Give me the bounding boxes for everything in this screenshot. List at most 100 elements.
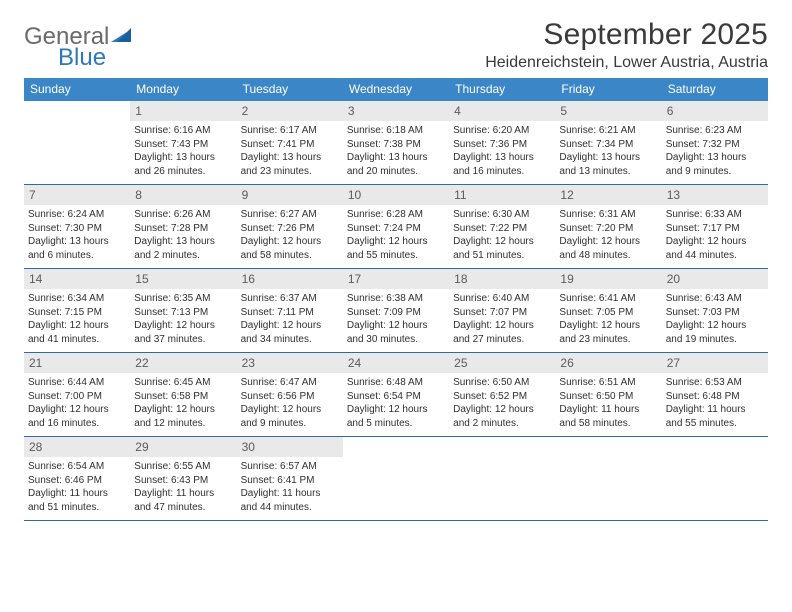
- day-info: Sunrise: 6:18 AMSunset: 7:38 PMDaylight:…: [347, 124, 445, 178]
- sunrise-text: Sunrise: 6:17 AM: [241, 124, 339, 138]
- daylight-text: Daylight: 13 hours and 2 minutes.: [134, 235, 232, 262]
- day-number: 27: [662, 353, 768, 373]
- sunrise-text: Sunrise: 6:28 AM: [347, 208, 445, 222]
- sunrise-text: Sunrise: 6:16 AM: [134, 124, 232, 138]
- sunrise-text: Sunrise: 6:53 AM: [666, 376, 764, 390]
- daylight-text: Daylight: 11 hours and 47 minutes.: [134, 487, 232, 514]
- day-info: Sunrise: 6:26 AMSunset: 7:28 PMDaylight:…: [134, 208, 232, 262]
- day-cell: 26Sunrise: 6:51 AMSunset: 6:50 PMDayligh…: [555, 353, 661, 436]
- sunset-text: Sunset: 7:13 PM: [134, 306, 232, 320]
- day-info: Sunrise: 6:33 AMSunset: 7:17 PMDaylight:…: [666, 208, 764, 262]
- sunset-text: Sunset: 7:28 PM: [134, 222, 232, 236]
- day-info: Sunrise: 6:44 AMSunset: 7:00 PMDaylight:…: [28, 376, 126, 430]
- sunset-text: Sunset: 7:09 PM: [347, 306, 445, 320]
- day-cell: 8Sunrise: 6:26 AMSunset: 7:28 PMDaylight…: [130, 185, 236, 268]
- day-info: Sunrise: 6:54 AMSunset: 6:46 PMDaylight:…: [28, 460, 126, 514]
- daylight-text: Daylight: 13 hours and 23 minutes.: [241, 151, 339, 178]
- header: General Blue September 2025 Heidenreichs…: [24, 18, 768, 72]
- day-number: 5: [555, 101, 661, 121]
- sunrise-text: Sunrise: 6:23 AM: [666, 124, 764, 138]
- brand-logo: General Blue: [24, 18, 131, 70]
- day-info: Sunrise: 6:23 AMSunset: 7:32 PMDaylight:…: [666, 124, 764, 178]
- daylight-text: Daylight: 12 hours and 9 minutes.: [241, 403, 339, 430]
- sunrise-text: Sunrise: 6:27 AM: [241, 208, 339, 222]
- day-cell: 24Sunrise: 6:48 AMSunset: 6:54 PMDayligh…: [343, 353, 449, 436]
- day-number: 18: [449, 269, 555, 289]
- sunrise-text: Sunrise: 6:40 AM: [453, 292, 551, 306]
- sunrise-text: Sunrise: 6:31 AM: [559, 208, 657, 222]
- daylight-text: Daylight: 12 hours and 27 minutes.: [453, 319, 551, 346]
- day-cell: 19Sunrise: 6:41 AMSunset: 7:05 PMDayligh…: [555, 269, 661, 352]
- daylight-text: Daylight: 13 hours and 20 minutes.: [347, 151, 445, 178]
- sunrise-text: Sunrise: 6:20 AM: [453, 124, 551, 138]
- sunrise-text: Sunrise: 6:57 AM: [241, 460, 339, 474]
- day-number: 20: [662, 269, 768, 289]
- sunrise-text: Sunrise: 6:35 AM: [134, 292, 232, 306]
- day-cell: 9 Sunrise: 6:27 AMSunset: 7:26 PMDaylight…: [237, 185, 343, 268]
- day-info: Sunrise: 6:35 AMSunset: 7:13 PMDaylight:…: [134, 292, 232, 346]
- day-number: 16: [237, 269, 343, 289]
- day-info: Sunrise: 6:55 AMSunset: 6:43 PMDaylight:…: [134, 460, 232, 514]
- day-number: 11: [449, 185, 555, 205]
- day-info: Sunrise: 6:24 AMSunset: 7:30 PMDaylight:…: [28, 208, 126, 262]
- sunset-text: Sunset: 7:05 PM: [559, 306, 657, 320]
- dow-tuesday: Tuesday: [237, 78, 343, 101]
- title-block: September 2025 Heidenreichstein, Lower A…: [485, 18, 768, 72]
- sunrise-text: Sunrise: 6:37 AM: [241, 292, 339, 306]
- dow-saturday: Saturday: [662, 78, 768, 101]
- daylight-text: Daylight: 11 hours and 55 minutes.: [666, 403, 764, 430]
- day-number: 10: [343, 185, 449, 205]
- day-cell: 2Sunrise: 6:17 AMSunset: 7:41 PMDaylight…: [237, 101, 343, 184]
- day-info: Sunrise: 6:45 AMSunset: 6:58 PMDaylight:…: [134, 376, 232, 430]
- day-number: 23: [237, 353, 343, 373]
- day-info: Sunrise: 6:27 AMSunset: 7:26 PMDaylight:…: [241, 208, 339, 262]
- sunset-text: Sunset: 7:36 PM: [453, 138, 551, 152]
- day-cell: 20Sunrise: 6:43 AMSunset: 7:03 PMDayligh…: [662, 269, 768, 352]
- day-cell: 13Sunrise: 6:33 AMSunset: 7:17 PMDayligh…: [662, 185, 768, 268]
- sunset-text: Sunset: 6:52 PM: [453, 390, 551, 404]
- daylight-text: Daylight: 12 hours and 37 minutes.: [134, 319, 232, 346]
- week-row: 14 Sunrise: 6:34 AMSunset: 7:15 PMDayligh…: [24, 269, 768, 353]
- sunrise-text: Sunrise: 6:33 AM: [666, 208, 764, 222]
- day-cell: 3Sunrise: 6:18 AMSunset: 7:38 PMDaylight…: [343, 101, 449, 184]
- dow-sunday: Sunday: [24, 78, 130, 101]
- sunset-text: Sunset: 6:54 PM: [347, 390, 445, 404]
- dow-thursday: Thursday: [449, 78, 555, 101]
- daylight-text: Daylight: 12 hours and 51 minutes.: [453, 235, 551, 262]
- daylight-text: Daylight: 12 hours and 55 minutes.: [347, 235, 445, 262]
- day-number: 29: [130, 437, 236, 457]
- day-number: 15: [130, 269, 236, 289]
- day-number: 4: [449, 101, 555, 121]
- sunrise-text: Sunrise: 6:41 AM: [559, 292, 657, 306]
- sunrise-text: Sunrise: 6:38 AM: [347, 292, 445, 306]
- day-info: Sunrise: 6:50 AMSunset: 6:52 PMDaylight:…: [453, 376, 551, 430]
- sunset-text: Sunset: 6:58 PM: [134, 390, 232, 404]
- day-number: 9: [237, 185, 343, 205]
- day-cell: [343, 437, 449, 520]
- sunrise-text: Sunrise: 6:45 AM: [134, 376, 232, 390]
- sunrise-text: Sunrise: 6:48 AM: [347, 376, 445, 390]
- day-info: Sunrise: 6:20 AMSunset: 7:36 PMDaylight:…: [453, 124, 551, 178]
- day-cell: 6Sunrise: 6:23 AMSunset: 7:32 PMDaylight…: [662, 101, 768, 184]
- day-cell: 18 Sunrise: 6:40 AMSunset: 7:07 PMDayligh…: [449, 269, 555, 352]
- brand-text: General Blue: [24, 24, 131, 70]
- daylight-text: Daylight: 13 hours and 26 minutes.: [134, 151, 232, 178]
- daylight-text: Daylight: 11 hours and 51 minutes.: [28, 487, 126, 514]
- day-info: Sunrise: 6:48 AMSunset: 6:54 PMDaylight:…: [347, 376, 445, 430]
- day-number: 14: [24, 269, 130, 289]
- day-info: Sunrise: 6:34 AMSunset: 7:15 PMDaylight:…: [28, 292, 126, 346]
- sunset-text: Sunset: 7:07 PM: [453, 306, 551, 320]
- sunrise-text: Sunrise: 6:43 AM: [666, 292, 764, 306]
- day-info: Sunrise: 6:30 AMSunset: 7:22 PMDaylight:…: [453, 208, 551, 262]
- sunset-text: Sunset: 7:20 PM: [559, 222, 657, 236]
- sunset-text: Sunset: 7:38 PM: [347, 138, 445, 152]
- sunset-text: Sunset: 7:43 PM: [134, 138, 232, 152]
- day-number: 26: [555, 353, 661, 373]
- day-number: 12: [555, 185, 661, 205]
- sunset-text: Sunset: 6:43 PM: [134, 474, 232, 488]
- sunrise-text: Sunrise: 6:24 AM: [28, 208, 126, 222]
- daylight-text: Daylight: 13 hours and 9 minutes.: [666, 151, 764, 178]
- day-cell: 16Sunrise: 6:37 AMSunset: 7:11 PMDayligh…: [237, 269, 343, 352]
- daylight-text: Daylight: 13 hours and 6 minutes.: [28, 235, 126, 262]
- sunrise-text: Sunrise: 6:55 AM: [134, 460, 232, 474]
